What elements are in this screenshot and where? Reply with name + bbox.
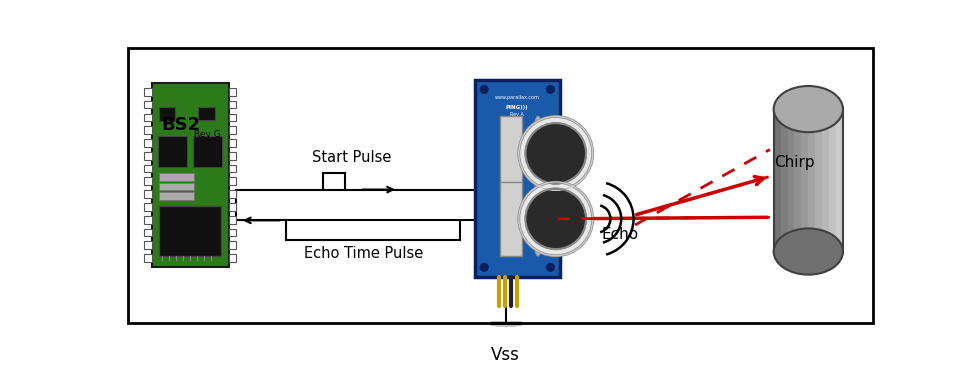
Text: Chirp: Chirp [774, 155, 814, 170]
Circle shape [543, 139, 548, 144]
Bar [144, 113, 151, 121]
Text: Echo Time Pulse: Echo Time Pulse [304, 246, 423, 261]
Bar [774, 109, 781, 251]
Bar [229, 139, 236, 147]
Text: Start Pulse: Start Pulse [312, 150, 392, 165]
Circle shape [481, 264, 488, 271]
Bar [475, 80, 560, 277]
Bar [144, 88, 151, 96]
Bar [229, 229, 236, 236]
Bar [229, 101, 236, 108]
Bar [159, 183, 193, 190]
Bar [157, 137, 187, 167]
Bar [808, 109, 815, 251]
Bar [229, 178, 236, 185]
Bar [151, 83, 229, 267]
Ellipse shape [774, 228, 843, 275]
Bar [229, 88, 236, 96]
Bar [836, 109, 843, 251]
Bar [229, 152, 236, 160]
Bar [229, 241, 236, 249]
Bar [197, 107, 215, 120]
Circle shape [519, 116, 593, 190]
Bar [193, 137, 223, 167]
Bar [144, 139, 151, 147]
Bar [774, 109, 843, 251]
Bar [144, 165, 151, 172]
Ellipse shape [532, 116, 544, 190]
Bar [229, 165, 236, 172]
Bar [229, 113, 236, 121]
Bar [144, 216, 151, 224]
Bar [159, 107, 175, 121]
Text: PING))): PING))) [506, 105, 529, 110]
Text: Vdd: Vdd [551, 135, 583, 153]
Ellipse shape [774, 86, 843, 132]
Bar [144, 126, 151, 134]
Bar [144, 241, 151, 249]
Ellipse shape [532, 182, 544, 256]
Bar [159, 206, 221, 256]
Bar [823, 109, 829, 251]
Bar [781, 109, 787, 251]
Text: Echo: Echo [602, 226, 639, 241]
Text: Rev G: Rev G [193, 130, 221, 139]
Text: Rev A: Rev A [510, 112, 525, 117]
Bar [144, 178, 151, 185]
Bar [144, 203, 151, 211]
Bar [159, 173, 193, 181]
Text: BS2: BS2 [161, 116, 200, 134]
Text: Vss: Vss [491, 346, 520, 364]
Text: www.parallax.com: www.parallax.com [494, 95, 539, 100]
Bar [499, 182, 522, 256]
Bar [794, 109, 801, 251]
Bar [229, 254, 236, 262]
Bar [144, 229, 151, 236]
Bar [229, 190, 236, 198]
Bar [229, 203, 236, 211]
Bar [159, 192, 193, 200]
Bar [144, 152, 151, 160]
Circle shape [481, 86, 488, 93]
Circle shape [526, 189, 586, 249]
Bar [144, 101, 151, 108]
Bar [787, 109, 794, 251]
Circle shape [546, 264, 554, 271]
Bar [829, 109, 836, 251]
Bar [815, 109, 823, 251]
Bar [499, 116, 522, 190]
Circle shape [546, 86, 554, 93]
Bar [144, 190, 151, 198]
Bar [144, 254, 151, 262]
Bar [229, 216, 236, 224]
Bar [801, 109, 808, 251]
Circle shape [519, 182, 593, 256]
Circle shape [526, 123, 586, 184]
Bar [229, 126, 236, 134]
